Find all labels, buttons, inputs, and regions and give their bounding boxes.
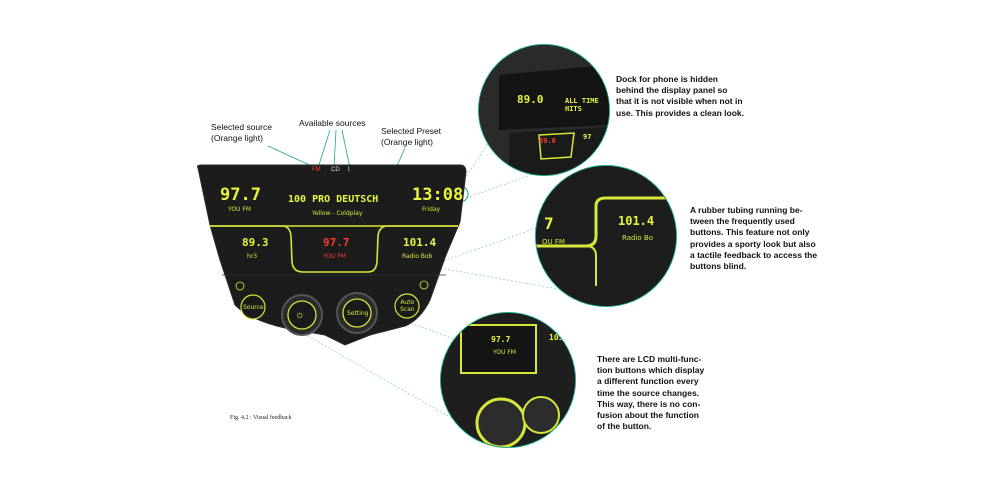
zoom1-freq: 89.0 xyxy=(517,93,544,106)
zoom3-station: YOU FM xyxy=(493,349,516,356)
freq-left: 97.7 xyxy=(220,185,261,205)
clock-time: 13:08 xyxy=(412,185,464,205)
zoom2-preset: 101.4 xyxy=(618,214,655,228)
clock-day: Friday xyxy=(422,206,441,213)
power-icon[interactable]: ⏻ xyxy=(297,312,303,320)
track-title: Yellow - Coldplay xyxy=(312,210,363,217)
zoom1-station: ALL TIME HITS xyxy=(565,97,599,113)
preset3-freq[interactable]: 101.4 xyxy=(403,236,437,249)
preset3-name: Radio Bob xyxy=(402,253,433,260)
selected-source-label: Selected source (Orange light) xyxy=(211,122,272,143)
note-dock: Dock for phone is hidden behind the disp… xyxy=(616,74,745,118)
note-tubing: A rubber tubing running be-tween the fre… xyxy=(690,205,818,272)
zoom-dock: 89.0 ALL TIME HITS 89.0 97 xyxy=(478,44,610,176)
preset2-freq[interactable]: 97.7 xyxy=(323,236,350,249)
zoom2-freq: 7 xyxy=(544,214,554,233)
source-button[interactable]: Source xyxy=(243,304,264,311)
station-left: YOU FM xyxy=(228,206,251,213)
source-fm[interactable]: FM xyxy=(312,167,321,173)
preset1-name: hr3 xyxy=(247,253,258,260)
selected-preset-label: Selected Preset (Orange light) xyxy=(381,126,442,147)
setting-button[interactable]: Setting xyxy=(347,310,369,317)
auto-scan-button[interactable]: Auto Scan xyxy=(400,299,415,313)
source-bluetooth[interactable]: ᛒ xyxy=(347,167,351,173)
zoom3-freq: 97.7 xyxy=(491,335,511,344)
station-name: 100 PRO DEUTSCH xyxy=(288,194,379,205)
zoom3-preset: 101 xyxy=(549,333,564,342)
zoom-lcd-buttons: 97.7 YOU FM 101 xyxy=(440,312,576,448)
note-lcd: There are LCD multi-func-tion buttons wh… xyxy=(597,354,705,432)
zoom1-preset-red: 89.0 xyxy=(539,137,556,145)
preset2-name: YOU FM xyxy=(323,253,346,260)
figure-caption: Fig. 4.2 : Visual feedback xyxy=(230,415,292,421)
zoom1-preset: 97 xyxy=(583,133,592,141)
zoom2-preset-name: Radio Bo xyxy=(622,234,653,242)
source-cd[interactable]: CD xyxy=(331,167,340,173)
available-sources-label: Available sources xyxy=(299,118,366,128)
zoom-tubing: 7 OU FM 101.4 Radio Bo xyxy=(535,165,677,307)
preset1-freq[interactable]: 89.3 xyxy=(242,236,269,249)
zoom2-station: OU FM xyxy=(542,238,565,246)
